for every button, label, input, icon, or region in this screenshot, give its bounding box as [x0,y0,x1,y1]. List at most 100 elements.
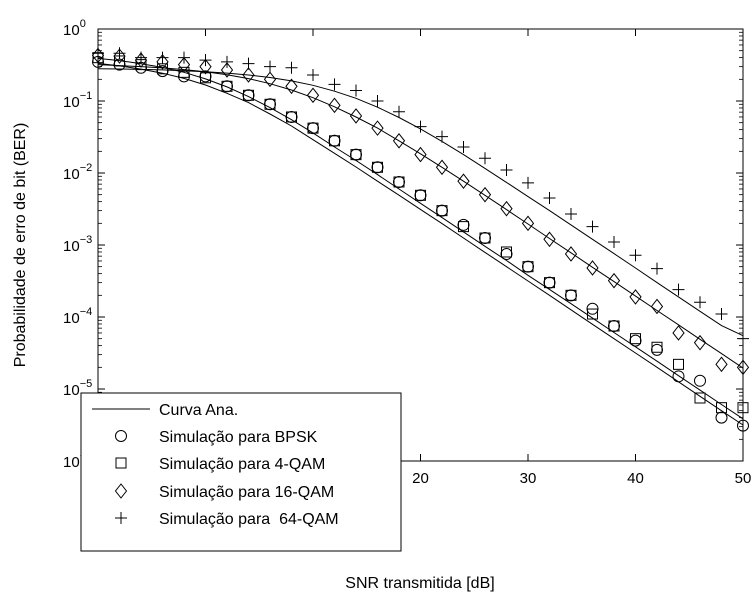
marker-square [243,89,254,101]
marker-square [651,341,663,353]
marker-circle [694,374,706,387]
marker-plus [393,105,405,118]
marker-diamond [607,272,621,289]
marker-square [264,98,276,110]
marker-diamond [672,325,685,341]
marker-square [307,122,319,134]
marker-diamond [715,356,728,373]
marker-diamond [586,260,599,276]
marker-square [178,66,190,78]
marker-diamond [263,71,277,88]
marker-diamond [629,289,642,305]
marker-diamond [306,87,320,104]
marker-square [200,72,211,84]
marker-diamond [199,58,212,75]
marker-plus [113,47,126,60]
marker-circle [737,419,749,432]
marker-plus [737,332,749,345]
marker-square [737,402,749,414]
marker-plus [115,512,127,524]
marker-diamond [371,120,384,136]
marker-plus [221,55,233,68]
marker-plus [156,51,169,64]
marker-diamond [328,97,341,114]
marker-square [673,358,684,370]
marker-square [286,111,297,123]
marker-diamond [457,173,470,189]
marker-plus [694,296,706,309]
marker-square [630,333,641,345]
marker-plus [522,176,534,189]
marker-plus [565,207,577,220]
marker-diamond [285,78,298,95]
marker-circle [672,370,685,383]
marker-square [157,63,168,75]
marker-plus [199,54,212,67]
marker-plus [543,191,556,204]
marker-plus [651,262,663,275]
marker-diamond [693,334,707,351]
marker-diamond [650,298,664,315]
legend-label-bpsk: Simulação para BPSK [159,429,318,446]
marker-diamond [500,200,513,217]
marker-plus [350,84,362,97]
marker-plus [715,308,728,321]
marker-plus [629,249,642,262]
marker-square [716,402,727,414]
legend-label-analytic: Curva Ana. [159,402,238,419]
marker-plus [479,152,491,165]
plot-area [97,28,744,462]
marker-square [694,392,706,404]
marker-diamond [543,231,556,248]
marker-square [350,149,362,161]
marker-square [522,261,534,273]
marker-plus [178,51,190,64]
marker-square [608,320,620,332]
marker-plus [92,47,104,60]
x-tick-label: 40 [627,470,644,487]
marker-plus [586,220,599,233]
legend-label-16qam: Simulação para 16-QAM [159,484,334,501]
legend: Curva Ana. Simulação para BPSK Simulação… [80,392,402,552]
marker-diamond [435,159,449,176]
marker-circle [115,430,127,442]
marker-square [415,189,426,201]
marker-square [587,308,598,320]
marker-diamond [113,48,126,64]
simulation-markers [91,47,750,432]
analytic-curve [97,57,744,420]
y-tick-label: 10−4 [63,306,92,327]
marker-plus [371,95,384,107]
marker-diamond [156,54,169,70]
marker-diamond [220,62,234,78]
marker-diamond [478,186,492,203]
marker-plus [135,51,147,64]
x-tick-label: 20 [412,470,429,487]
marker-diamond [736,359,750,376]
y-tick-label: 100 [63,18,86,39]
marker-plus [457,140,470,153]
marker-diamond [414,146,427,163]
marker-plus [672,283,685,296]
marker-square [221,80,233,92]
x-axis-title: SNR transmitida [dB] [345,575,494,592]
marker-diamond [564,246,578,262]
marker-square [115,457,127,469]
analytic-curve [97,62,744,426]
marker-square [479,232,491,244]
marker-plus [307,68,319,81]
marker-square [501,246,512,258]
y-tick-label: 10−2 [63,162,92,183]
marker-diamond [242,67,255,83]
marker-plus [436,130,448,143]
marker-plus [285,61,298,74]
marker-circle [715,411,728,424]
legend-label-64qam: Simulação para 64-QAM [159,511,339,528]
marker-square [565,289,577,301]
marker-square [393,176,405,188]
marker-square [436,205,448,217]
marker-diamond [392,132,406,149]
marker-diamond [177,56,191,73]
legend-markers [114,430,128,524]
